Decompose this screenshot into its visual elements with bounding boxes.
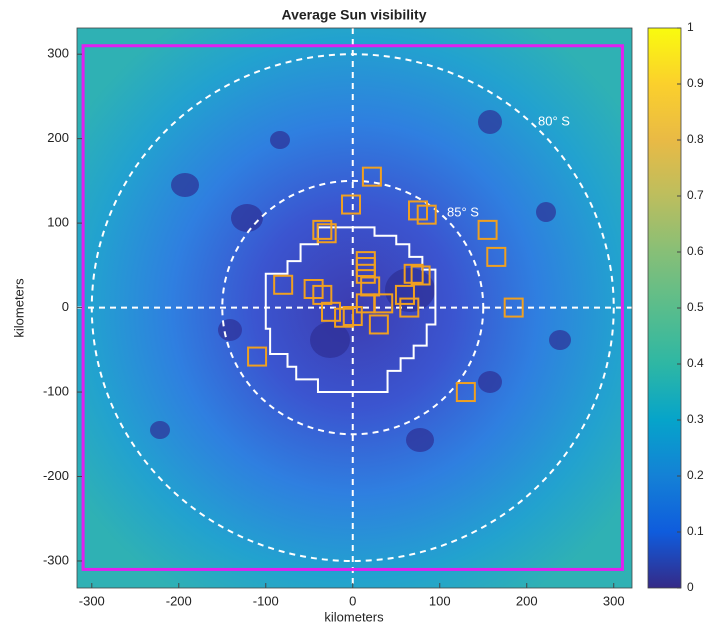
plot-area bbox=[77, 28, 632, 588]
colorbar-tick-label: 0.3 bbox=[687, 412, 704, 426]
figure: Average Sun visibility kilometers kilome… bbox=[0, 0, 708, 627]
colorbar-tick-label: 0.2 bbox=[687, 468, 704, 482]
x-tick-label: 100 bbox=[429, 593, 451, 608]
y-axis-label: kilometers bbox=[11, 278, 26, 338]
y-tick-label: -300 bbox=[43, 552, 69, 567]
y-tick-label: -100 bbox=[43, 383, 69, 398]
x-tick-label: -300 bbox=[79, 593, 105, 608]
x-tick-label: -200 bbox=[166, 593, 192, 608]
colorbar-tick-label: 0.6 bbox=[687, 244, 704, 258]
y-tick-label: 0 bbox=[62, 299, 69, 314]
x-axis-label: kilometers bbox=[324, 609, 384, 624]
y-tick-label: 100 bbox=[47, 215, 69, 230]
colorbar-tick-label: 0.1 bbox=[687, 524, 704, 538]
y-tick-label: 300 bbox=[47, 46, 69, 61]
y-tick-label: -200 bbox=[43, 468, 69, 483]
colorbar-tick-label: 1 bbox=[687, 20, 694, 34]
colorbar-tick-label: 0 bbox=[687, 580, 694, 594]
x-tick-label: 0 bbox=[349, 593, 356, 608]
annotation: 85° S bbox=[447, 204, 479, 219]
x-tick-label: 300 bbox=[603, 593, 625, 608]
colorbar-tick-label: 0.5 bbox=[687, 300, 704, 314]
x-tick-label: -100 bbox=[253, 593, 279, 608]
chart-title: Average Sun visibility bbox=[282, 7, 427, 23]
y-tick-label: 200 bbox=[47, 130, 69, 145]
colorbar-tick-label: 0.8 bbox=[687, 132, 704, 146]
colorbar-tick-label: 0.4 bbox=[687, 356, 704, 370]
colorbar-tick-label: 0.7 bbox=[687, 188, 704, 202]
x-tick-label: 200 bbox=[516, 593, 538, 608]
colorbar-tick-label: 0.9 bbox=[687, 76, 704, 90]
colorbar bbox=[648, 28, 681, 588]
annotation: 80° S bbox=[538, 113, 570, 128]
